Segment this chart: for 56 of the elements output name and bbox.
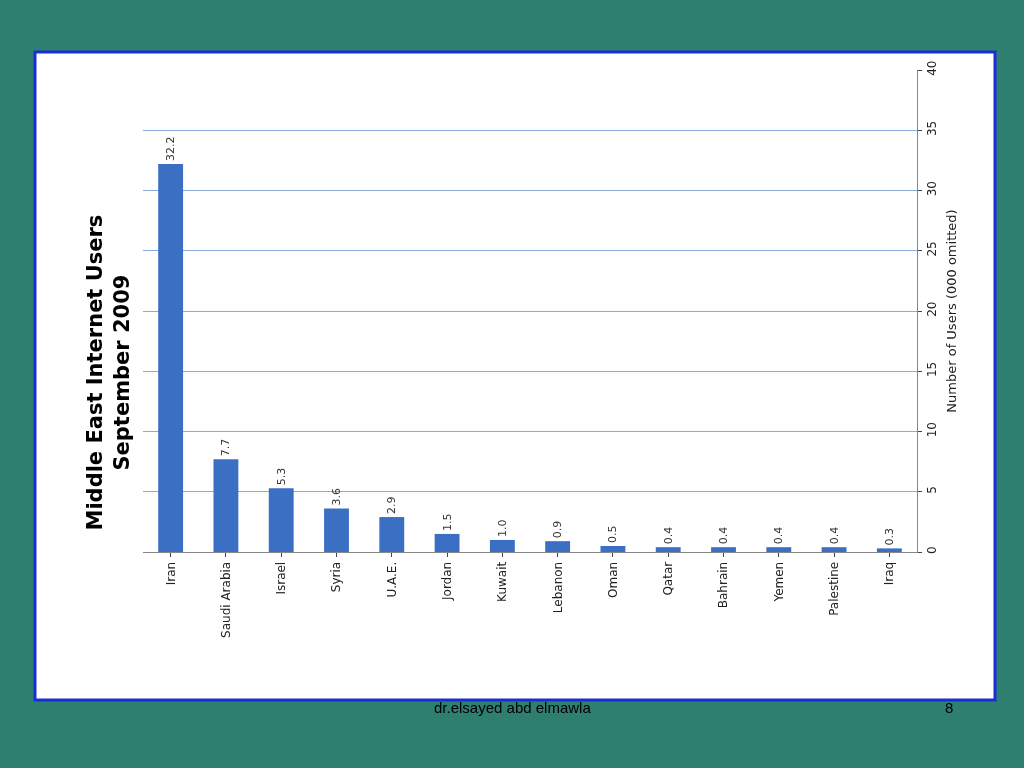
x-tick-label: Palestine — [826, 561, 841, 616]
y-tick-label: 10 — [925, 422, 940, 438]
bar — [600, 545, 626, 552]
x-tick-label: Qatar — [661, 561, 676, 596]
data-label: 7.7 — [219, 438, 233, 457]
data-label: 0.3 — [882, 527, 896, 546]
x-tick-label: Yemen — [771, 561, 786, 603]
data-label: 1.0 — [495, 519, 509, 537]
y-tick-label: 20 — [925, 301, 940, 317]
bar — [489, 539, 515, 552]
y-tick-label: 25 — [925, 241, 940, 257]
x-tick-label: U.A.E. — [384, 561, 399, 598]
data-label: 0.4 — [772, 526, 786, 545]
y-tick-label: 40 — [925, 60, 940, 76]
data-label: 0.4 — [717, 526, 730, 545]
bar — [268, 488, 294, 552]
x-tick-label: Israel — [274, 561, 289, 595]
x-tick-label: Iraq — [882, 561, 897, 586]
x-tick-label: Kuwait — [495, 561, 510, 602]
x-tick-label: Iran — [163, 561, 178, 586]
bar — [324, 508, 349, 552]
bar — [545, 541, 571, 552]
bar — [434, 533, 460, 552]
data-label: 5.3 — [274, 467, 288, 486]
data-label: 1.5 — [440, 513, 454, 531]
bar — [766, 547, 792, 552]
text: September 2009 — [109, 274, 134, 471]
text: Middle East Internet Users — [82, 214, 107, 531]
x-tick-label: Syria — [329, 561, 344, 593]
data-label: 2.9 — [385, 496, 399, 515]
y-tick-label: 15 — [925, 361, 940, 378]
data-label: 0.5 — [606, 525, 620, 543]
x-tick-label: Jordan — [439, 561, 454, 601]
y-tick-label: 30 — [925, 181, 940, 197]
x-tick-label: Saudi Arabia — [218, 561, 233, 638]
bar — [876, 548, 902, 552]
data-label: 0.4 — [661, 526, 675, 545]
x-tick-label: Bahrain — [716, 561, 731, 609]
bar — [213, 459, 239, 552]
bar — [158, 163, 184, 552]
bar — [379, 517, 405, 552]
x-tick-label: Lebanon — [550, 561, 565, 614]
bar — [711, 547, 736, 552]
bar — [821, 547, 847, 552]
data-label: 0.9 — [551, 520, 565, 539]
bar — [655, 547, 681, 552]
data-label: 32.2 — [164, 136, 178, 161]
data-label: 0.4 — [827, 526, 841, 545]
text: 8 — [945, 699, 954, 716]
y-tick-label: 0 — [925, 546, 940, 555]
y-tick-label: 35 — [925, 120, 940, 137]
x-tick-label: Oman — [605, 561, 620, 598]
y-axis-title: Number of Users (000 omitted) — [944, 209, 959, 413]
text: dr.elsayed abd elmawla — [434, 699, 592, 716]
y-tick-label: 5 — [925, 486, 940, 494]
data-label: 3.6 — [330, 488, 343, 506]
